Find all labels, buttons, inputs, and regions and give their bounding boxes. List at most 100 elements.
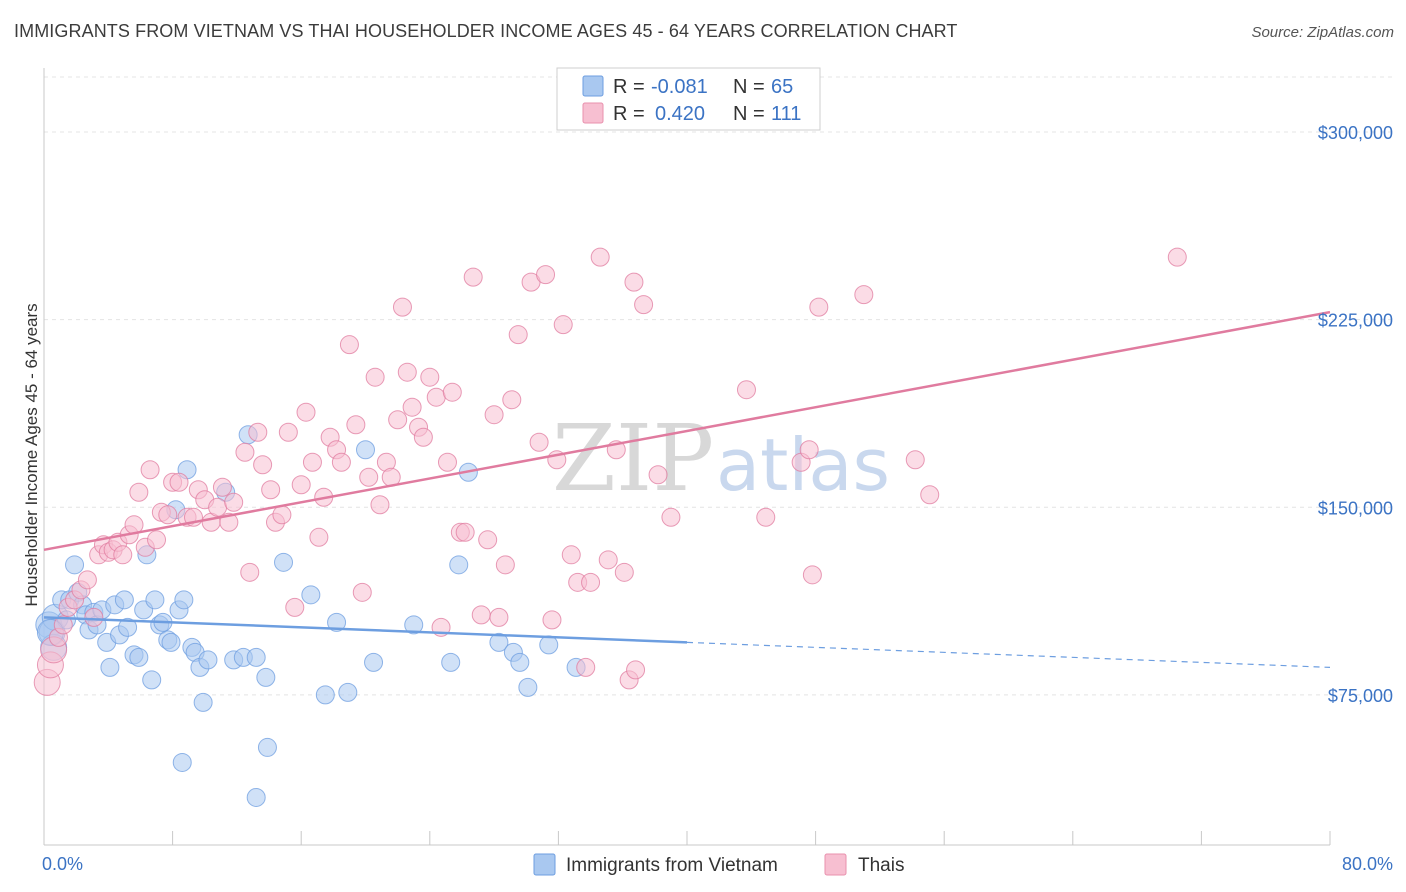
point-thais — [624, 272, 644, 292]
series-legend-swatch-thais — [824, 853, 847, 876]
point-vietnam — [510, 652, 530, 672]
point-vietnam — [246, 787, 266, 807]
y-tick-label: $300,000 — [1318, 123, 1393, 143]
y-axis-title: Householder Income Ages 45 - 64 years — [22, 303, 41, 606]
point-thais — [285, 597, 305, 617]
point-thais — [359, 467, 379, 487]
point-thais — [905, 450, 925, 470]
point-thais — [388, 410, 408, 430]
point-thais — [809, 297, 829, 317]
point-thais — [397, 362, 417, 382]
point-thais — [365, 367, 385, 387]
point-thais — [309, 527, 329, 547]
point-thais — [536, 265, 556, 285]
point-vietnam — [327, 612, 347, 632]
y-tick-labels: $75,000 $150,000 $225,000 $300,000 — [1318, 123, 1393, 706]
legend-r-label-vietnam: R = — [613, 76, 645, 98]
point-thais — [495, 555, 515, 575]
point-vietnam — [441, 652, 461, 672]
point-vietnam — [489, 632, 509, 652]
point-vietnam — [246, 647, 266, 667]
point-vietnam — [142, 670, 162, 690]
point-thais — [756, 507, 776, 527]
point-thais — [802, 565, 822, 585]
point-thais — [346, 415, 366, 435]
point-thais — [402, 397, 422, 417]
legend-n-label-vietnam: N = — [733, 76, 765, 98]
point-vietnam — [518, 677, 538, 697]
legend-swatch-vietnam — [582, 75, 604, 97]
point-thais — [626, 660, 646, 680]
point-vietnam — [161, 632, 181, 652]
point-thais — [463, 267, 483, 287]
point-thais — [590, 247, 610, 267]
point-thais — [529, 432, 549, 452]
watermark-zip: ZIP — [552, 405, 714, 512]
point-thais — [253, 455, 273, 475]
legend-r-label-thais: R = — [613, 103, 645, 125]
point-thais — [471, 605, 491, 625]
point-thais — [455, 522, 475, 542]
point-vietnam — [539, 635, 559, 655]
point-vietnam — [129, 647, 149, 667]
series-legend-swatch-vietnam — [533, 853, 556, 876]
point-thais — [561, 545, 581, 565]
gridlines — [44, 76, 1393, 696]
point-thais — [302, 452, 322, 472]
x-tick-label-min: 0.0% — [42, 854, 83, 874]
point-thais — [542, 610, 562, 630]
point-thais — [331, 452, 351, 472]
point-thais — [77, 570, 97, 590]
point-thais — [278, 422, 298, 442]
point-thais — [291, 475, 311, 495]
watermark: ZIP atlas — [552, 405, 890, 512]
legend-n-value-thais: 111 — [771, 103, 801, 125]
point-thais — [614, 562, 634, 582]
point-thais — [478, 530, 498, 550]
trend-vietnam-solid — [43, 616, 688, 644]
point-thais — [224, 492, 244, 512]
legend-swatch-thais — [582, 102, 604, 124]
point-thais — [392, 297, 412, 317]
point-thais — [240, 562, 260, 582]
point-thais — [248, 422, 268, 442]
point-thais — [147, 530, 167, 550]
point-vietnam — [65, 555, 85, 575]
series-legend: Immigrants from Vietnam Thais — [533, 853, 904, 876]
point-thais — [484, 405, 504, 425]
point-vietnam — [114, 590, 134, 610]
legend-n-value-vietnam: 65 — [771, 76, 793, 98]
point-thais — [208, 497, 228, 517]
point-thais — [581, 572, 601, 592]
point-thais — [634, 295, 654, 315]
y-tick-label: $150,000 — [1318, 498, 1393, 518]
point-vietnam — [174, 590, 194, 610]
point-thais — [261, 480, 281, 500]
point-vietnam — [315, 685, 335, 705]
point-thais — [272, 505, 292, 525]
point-thais — [442, 382, 462, 402]
legend-r-value-thais: 0.420 — [655, 103, 705, 125]
point-thais — [426, 387, 446, 407]
series-legend-label-vietnam: Immigrants from Vietnam — [566, 855, 778, 876]
point-thais — [113, 545, 133, 565]
point-vietnam — [256, 667, 276, 687]
point-vietnam — [118, 617, 138, 637]
trend-thais-solid — [43, 310, 1331, 552]
point-vietnam — [257, 737, 277, 757]
point-thais — [140, 460, 160, 480]
point-thais — [437, 452, 457, 472]
y-tick-label: $75,000 — [1328, 686, 1393, 706]
point-thais — [158, 505, 178, 525]
point-thais — [920, 485, 940, 505]
point-thais — [1167, 247, 1187, 267]
point-vietnam — [364, 652, 384, 672]
series-legend-label-thais: Thais — [858, 855, 904, 876]
point-thais — [420, 367, 440, 387]
trend-lines — [43, 310, 1331, 668]
y-tick-label: $225,000 — [1318, 311, 1393, 331]
legend-n-label-thais: N = — [733, 103, 765, 125]
point-thais — [413, 427, 433, 447]
axes — [43, 68, 1331, 846]
x-tick-label-max: 80.0% — [1342, 854, 1393, 874]
